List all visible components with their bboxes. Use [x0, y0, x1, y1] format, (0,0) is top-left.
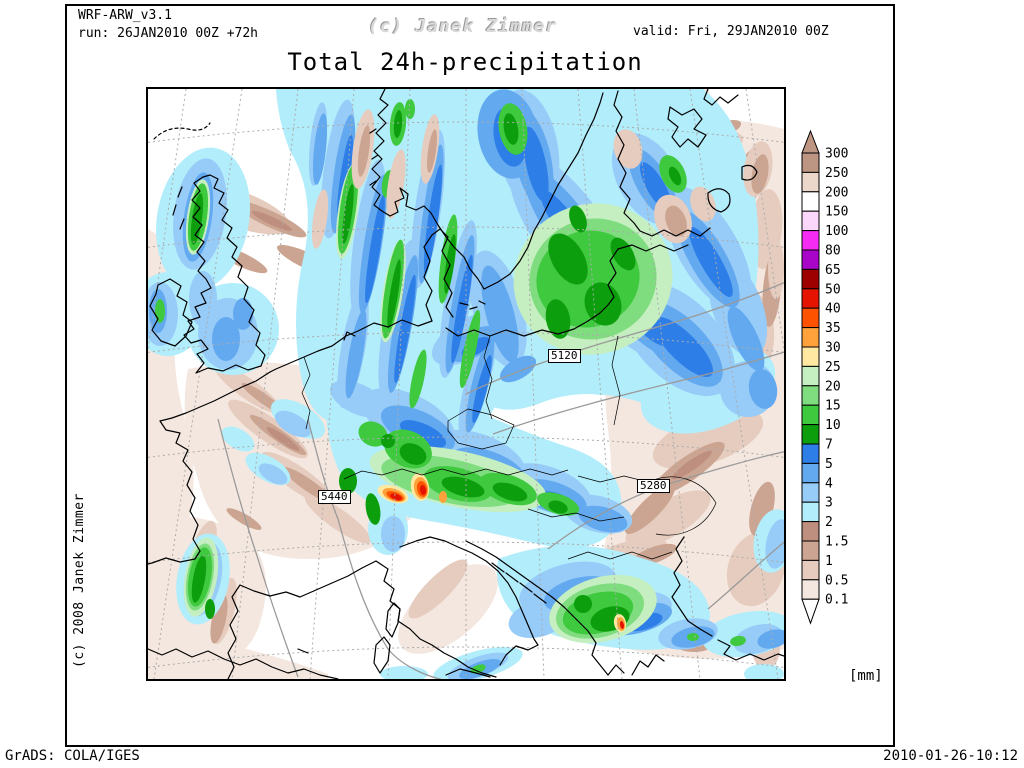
legend-band	[801, 307, 820, 329]
legend-band	[801, 521, 820, 542]
legend-band	[801, 579, 820, 600]
legend-tick-label: 2	[825, 515, 833, 530]
legend-band	[801, 540, 820, 561]
precip-heavy-spots	[377, 473, 627, 632]
legend-band	[801, 404, 820, 426]
legend-tick-label: 200	[825, 185, 848, 200]
legend-over-triangle	[801, 130, 820, 154]
legend-tick-label: 20	[825, 379, 841, 394]
legend-tick-label: 35	[825, 321, 841, 336]
legend-tick-label: 10	[825, 418, 841, 433]
legend-band	[801, 346, 820, 367]
legend-band	[801, 501, 820, 523]
legend-band	[801, 288, 820, 309]
run-time-label: run: 26JAN2010 00Z +72h	[78, 26, 259, 41]
legend-band	[801, 462, 820, 484]
legend-band	[801, 482, 820, 503]
contour-label-5280: 5280	[637, 479, 670, 493]
contour-label-5440: 5440	[318, 490, 351, 504]
lat-lon-graticule	[148, 89, 784, 679]
legend-band	[801, 385, 820, 406]
grads-credit: GrADS: COLA/IGES	[5, 748, 140, 764]
legend-tick-label: 7	[825, 438, 833, 453]
legend-band	[801, 191, 820, 212]
legend-tick-label: 3	[825, 496, 833, 511]
legend-band	[801, 365, 820, 387]
legend-band	[801, 152, 820, 173]
legend-tick-label: 0.5	[825, 573, 848, 588]
legend-tick-label: 15	[825, 399, 841, 414]
legend-tick-label: 25	[825, 360, 841, 375]
legend-tick-label: 1	[825, 554, 833, 569]
legend-tick-label: 250	[825, 166, 848, 181]
legend-band	[801, 443, 820, 464]
model-version-label: WRF-ARW_v3.1	[78, 8, 172, 23]
precip-brown-accents	[357, 125, 769, 237]
precip-color-scale: 300 250 200 150 100 80 65 50 40 35 30 25 20 15 10 7 5 4 3 2…	[801, 130, 848, 625]
precipitation-map: 5120 5440 5280	[146, 87, 786, 681]
legend-band	[801, 424, 820, 445]
legend-tick-label: 30	[825, 341, 841, 356]
legend-tick-label: 0.1	[825, 593, 848, 608]
legend-tick-label: 4	[825, 476, 833, 491]
page-title: Total 24h-precipitation	[287, 48, 643, 76]
contour-label-5120: 5120	[548, 349, 581, 363]
side-credit-vertical: (c) 2008 Janek Zimmer	[72, 493, 87, 668]
legend-tick-label: 50	[825, 282, 841, 297]
creation-timestamp: 2010-01-26-10:12	[883, 748, 1018, 764]
europe-precip-field	[148, 89, 784, 679]
legend-tick-label: 80	[825, 244, 841, 259]
legend-band	[801, 268, 820, 290]
legend-tick-label: 1.5	[825, 535, 848, 550]
legend-tick-label: 5	[825, 457, 833, 472]
legend-under-triangle	[801, 598, 820, 625]
legend-tick-label: 100	[825, 224, 848, 239]
legend-band	[801, 327, 820, 348]
legend-band	[801, 249, 820, 270]
legend-tick-label: 150	[825, 205, 848, 220]
country-borders	[301, 335, 717, 560]
outer-frame	[65, 4, 895, 747]
copyright-watermark: (c) Janek Zimmer	[368, 16, 558, 37]
valid-time-label: valid: Fri, 29JAN2010 00Z	[633, 24, 829, 39]
legend-band	[801, 210, 820, 232]
legend-unit-label: [mm]	[849, 668, 883, 684]
legend-band	[801, 171, 820, 193]
height-contours	[217, 281, 784, 679]
legend-tick-label: 65	[825, 263, 841, 278]
legend-band	[801, 230, 820, 251]
coastlines	[148, 89, 784, 679]
legend-band	[801, 559, 820, 581]
legend-tick-label: 40	[825, 302, 841, 317]
legend-tick-label: 300	[825, 147, 848, 162]
